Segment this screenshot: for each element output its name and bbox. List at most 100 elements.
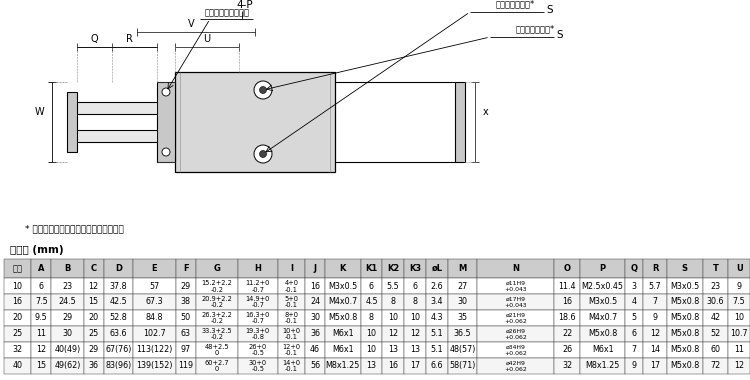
Text: 11: 11	[36, 329, 46, 338]
Bar	[238, 259, 278, 278]
Text: +0.043: +0.043	[505, 303, 527, 308]
Bar	[728, 342, 750, 358]
Text: 23: 23	[710, 282, 721, 291]
Text: M4x0.7: M4x0.7	[588, 314, 617, 323]
Text: F: F	[183, 264, 188, 273]
Text: +0.043: +0.043	[505, 287, 527, 292]
Bar	[426, 294, 448, 310]
Text: 63.6: 63.6	[110, 329, 128, 338]
Bar	[703, 326, 728, 342]
Text: 30: 30	[458, 298, 467, 307]
Bar	[477, 310, 554, 326]
Bar	[703, 310, 728, 326]
Bar	[667, 342, 703, 358]
Bar	[404, 342, 426, 358]
Bar	[554, 358, 580, 374]
Text: 60+2.7: 60+2.7	[205, 360, 229, 366]
Bar	[554, 342, 580, 358]
Text: （手指闭通口）*: （手指闭通口）*	[495, 0, 535, 8]
Text: 9.5: 9.5	[35, 314, 48, 323]
Bar	[51, 326, 84, 342]
Text: M3x0.5: M3x0.5	[328, 282, 358, 291]
Bar	[667, 358, 703, 374]
Bar	[382, 278, 404, 294]
Text: 12: 12	[650, 329, 660, 338]
Text: 8: 8	[391, 298, 396, 307]
Text: 7: 7	[652, 298, 658, 307]
Bar	[134, 342, 176, 358]
Bar	[278, 310, 305, 326]
Text: 6.6: 6.6	[430, 361, 443, 370]
Bar	[426, 342, 448, 358]
Bar	[278, 294, 305, 310]
Text: R: R	[652, 264, 658, 273]
Text: 4.5: 4.5	[365, 298, 378, 307]
Bar	[404, 294, 426, 310]
Bar	[176, 278, 196, 294]
Bar	[404, 358, 426, 374]
Bar	[477, 326, 554, 342]
Bar	[626, 310, 644, 326]
Bar	[134, 294, 176, 310]
Bar	[196, 342, 238, 358]
Text: -0.1: -0.1	[285, 318, 298, 325]
Text: 15.2+2.2: 15.2+2.2	[201, 280, 232, 286]
Bar	[238, 326, 278, 342]
Bar	[554, 294, 580, 310]
Circle shape	[162, 88, 170, 96]
Text: 20.9+2.2: 20.9+2.2	[201, 296, 232, 302]
Text: 48(57): 48(57)	[449, 345, 476, 354]
Bar	[4, 294, 32, 310]
Text: 67.3: 67.3	[146, 298, 164, 307]
Circle shape	[254, 145, 272, 163]
Bar	[134, 326, 176, 342]
Bar	[426, 310, 448, 326]
Text: -0.1: -0.1	[285, 366, 298, 372]
Text: 0: 0	[214, 366, 219, 372]
Text: 17: 17	[650, 361, 660, 370]
Bar	[134, 259, 176, 278]
Text: 23: 23	[62, 282, 73, 291]
Bar	[477, 342, 554, 358]
Text: 84.8: 84.8	[146, 314, 164, 323]
Bar	[238, 342, 278, 358]
Text: 27: 27	[458, 282, 467, 291]
Bar	[84, 278, 104, 294]
Text: 20: 20	[88, 314, 99, 323]
Text: 缸径: 缸径	[13, 264, 22, 273]
Bar	[448, 358, 477, 374]
Bar	[426, 278, 448, 294]
Bar	[728, 278, 750, 294]
Bar	[644, 342, 667, 358]
Bar	[580, 310, 626, 326]
Text: K2: K2	[387, 264, 399, 273]
Text: 18.6: 18.6	[559, 314, 576, 323]
Text: 26+0: 26+0	[249, 344, 267, 350]
Bar	[305, 326, 325, 342]
Text: （安装附件用螺孔）: （安装附件用螺孔）	[205, 8, 250, 17]
Bar	[644, 294, 667, 310]
Text: 5.7: 5.7	[649, 282, 662, 291]
Bar	[278, 326, 305, 342]
Bar	[104, 259, 134, 278]
Bar	[554, 310, 580, 326]
Bar	[175, 72, 335, 172]
Text: 52.8: 52.8	[110, 314, 128, 323]
Bar	[580, 342, 626, 358]
Bar	[238, 310, 278, 326]
Text: -0.2: -0.2	[210, 287, 224, 293]
Text: 58(71): 58(71)	[449, 361, 476, 370]
Bar	[703, 294, 728, 310]
Bar	[361, 294, 382, 310]
Text: 10+0: 10+0	[282, 328, 301, 334]
Bar	[176, 358, 196, 374]
Bar	[305, 278, 325, 294]
Bar	[361, 326, 382, 342]
Text: 10.7: 10.7	[730, 329, 748, 338]
Text: 7.5: 7.5	[35, 298, 48, 307]
Text: 36.5: 36.5	[454, 329, 471, 338]
Text: I: I	[290, 264, 293, 273]
Text: S: S	[556, 30, 563, 40]
Text: 4.3: 4.3	[430, 314, 443, 323]
Bar	[703, 259, 728, 278]
